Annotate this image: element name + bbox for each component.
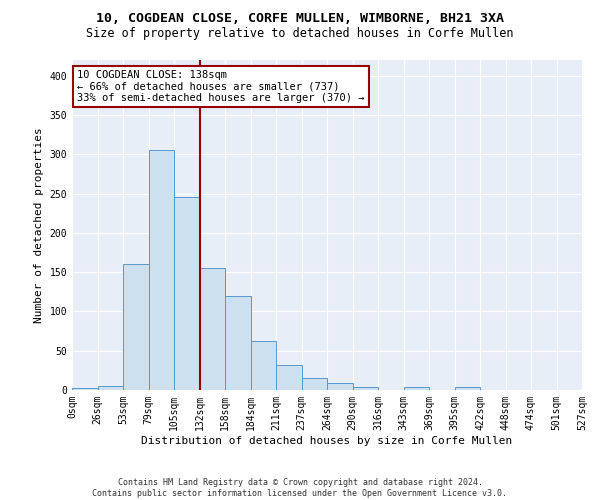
Bar bbox=[225, 296, 251, 390]
Bar bbox=[327, 383, 353, 390]
Bar bbox=[72, 388, 97, 390]
Bar bbox=[97, 386, 123, 390]
Text: Contains HM Land Registry data © Crown copyright and database right 2024.
Contai: Contains HM Land Registry data © Crown c… bbox=[92, 478, 508, 498]
Bar bbox=[353, 387, 378, 390]
Bar bbox=[174, 198, 199, 390]
Text: Size of property relative to detached houses in Corfe Mullen: Size of property relative to detached ho… bbox=[86, 28, 514, 40]
Bar bbox=[199, 268, 225, 390]
Bar bbox=[251, 342, 276, 390]
Bar bbox=[404, 387, 429, 390]
Text: 10, COGDEAN CLOSE, CORFE MULLEN, WIMBORNE, BH21 3XA: 10, COGDEAN CLOSE, CORFE MULLEN, WIMBORN… bbox=[96, 12, 504, 26]
X-axis label: Distribution of detached houses by size in Corfe Mullen: Distribution of detached houses by size … bbox=[142, 436, 512, 446]
Y-axis label: Number of detached properties: Number of detached properties bbox=[34, 127, 44, 323]
Bar bbox=[276, 365, 302, 390]
Bar bbox=[123, 264, 149, 390]
Bar bbox=[455, 387, 480, 390]
Bar bbox=[149, 150, 174, 390]
Bar bbox=[302, 378, 327, 390]
Text: 10 COGDEAN CLOSE: 138sqm
← 66% of detached houses are smaller (737)
33% of semi-: 10 COGDEAN CLOSE: 138sqm ← 66% of detach… bbox=[77, 70, 365, 103]
